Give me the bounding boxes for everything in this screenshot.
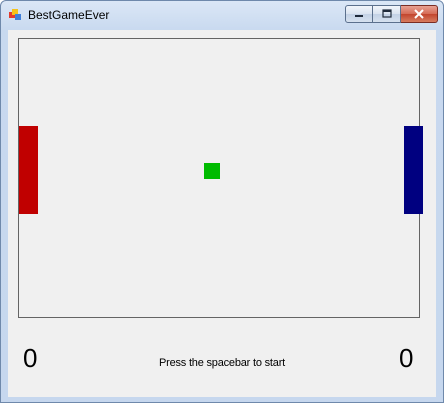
game-court[interactable] (18, 38, 423, 318)
close-icon (414, 9, 424, 19)
start-hint: Press the spacebar to start (158, 357, 286, 369)
maximize-icon (381, 9, 392, 18)
left-paddle (19, 126, 38, 214)
right-paddle (404, 126, 423, 214)
window-title: BestGameEver (28, 8, 110, 22)
right-score: 0 (399, 343, 414, 373)
game-client-area[interactable]: 0 Press the spacebar to start 0 (8, 30, 436, 397)
close-button[interactable] (401, 5, 438, 23)
minimize-button[interactable] (345, 5, 373, 23)
maximize-button[interactable] (373, 5, 401, 23)
title-bar[interactable]: BestGameEver (1, 1, 443, 30)
winforms-app-icon (9, 9, 21, 20)
ball (204, 163, 220, 179)
minimize-icon (355, 15, 363, 17)
left-score: 0 (23, 343, 38, 373)
